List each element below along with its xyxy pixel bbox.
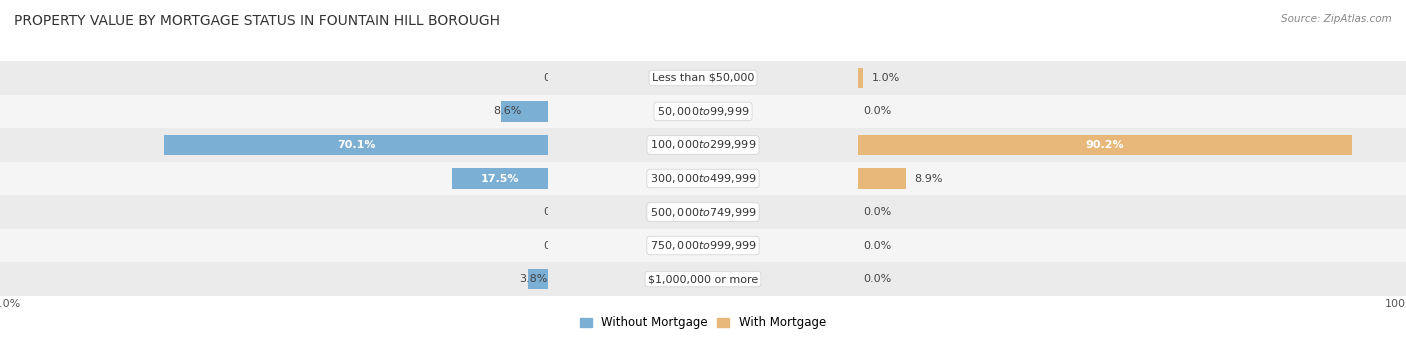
Bar (0, 162, 548, 195)
Bar (858, 135, 1353, 155)
Text: $300,000 to $499,999: $300,000 to $499,999 (650, 172, 756, 185)
Bar (858, 262, 1406, 296)
Bar (858, 95, 1406, 128)
Text: 0.0%: 0.0% (863, 274, 891, 284)
Bar (165, 135, 548, 155)
Bar (858, 128, 1406, 162)
Bar (858, 61, 1406, 95)
Text: 0.0%: 0.0% (543, 73, 571, 83)
Text: $100,000 to $299,999: $100,000 to $299,999 (650, 138, 756, 152)
Bar (548, 95, 858, 128)
Text: Less than $50,000: Less than $50,000 (652, 73, 754, 83)
Bar (858, 168, 907, 189)
Text: 3.8%: 3.8% (519, 274, 548, 284)
Bar (858, 195, 1406, 229)
Text: 70.1%: 70.1% (337, 140, 375, 150)
Bar (548, 262, 858, 296)
Text: 0.0%: 0.0% (543, 207, 571, 217)
Text: $1,000,000 or more: $1,000,000 or more (648, 274, 758, 284)
Bar (0, 195, 548, 229)
Text: Source: ZipAtlas.com: Source: ZipAtlas.com (1281, 14, 1392, 23)
Bar (527, 269, 548, 289)
Legend: Without Mortgage, With Mortgage: Without Mortgage, With Mortgage (575, 312, 831, 334)
Text: 0.0%: 0.0% (543, 240, 571, 251)
Text: 8.6%: 8.6% (494, 106, 522, 117)
Text: PROPERTY VALUE BY MORTGAGE STATUS IN FOUNTAIN HILL BOROUGH: PROPERTY VALUE BY MORTGAGE STATUS IN FOU… (14, 14, 501, 28)
Text: $500,000 to $749,999: $500,000 to $749,999 (650, 205, 756, 219)
Bar (548, 61, 858, 95)
Bar (0, 128, 548, 162)
Text: $50,000 to $99,999: $50,000 to $99,999 (657, 105, 749, 118)
Bar (0, 95, 548, 128)
Text: 1.0%: 1.0% (872, 73, 900, 83)
Bar (858, 162, 1406, 195)
Bar (501, 101, 548, 121)
Bar (548, 162, 858, 195)
Bar (0, 262, 548, 296)
Text: $750,000 to $999,999: $750,000 to $999,999 (650, 239, 756, 252)
Text: 0.0%: 0.0% (863, 240, 891, 251)
Text: 90.2%: 90.2% (1085, 140, 1125, 150)
Bar (548, 229, 858, 262)
Text: 0.0%: 0.0% (863, 106, 891, 117)
Bar (548, 128, 858, 162)
Bar (858, 68, 863, 88)
Bar (548, 195, 858, 229)
Text: 17.5%: 17.5% (481, 173, 520, 184)
Text: 8.9%: 8.9% (915, 173, 943, 184)
Bar (453, 168, 548, 189)
Bar (858, 229, 1406, 262)
Bar (0, 61, 548, 95)
Text: 0.0%: 0.0% (863, 207, 891, 217)
Bar (0, 229, 548, 262)
